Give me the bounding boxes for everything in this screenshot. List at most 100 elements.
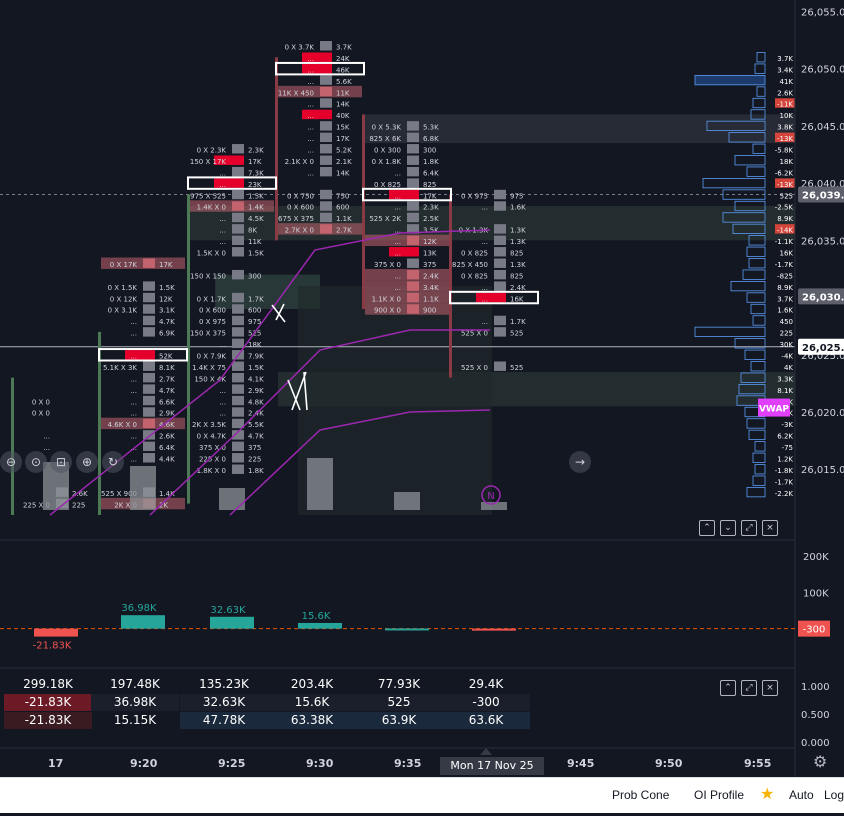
log-scale-button[interactable]: Log	[824, 788, 844, 802]
cell-volume-bar	[143, 407, 155, 417]
star-icon[interactable]: ★	[760, 786, 775, 803]
table-pane-close-button[interactable]: ×	[762, 680, 778, 696]
price-tick-label: 26,040.0	[801, 179, 844, 190]
pane-maximize-button[interactable]: ⤢	[741, 520, 757, 536]
cell-bid-ask: 0 X 17K	[110, 261, 138, 269]
profile-bar	[746, 166, 766, 177]
profile-row: 10K	[750, 109, 793, 120]
profile-row: -1.7K	[748, 258, 793, 269]
table-pane-move-up-button[interactable]: ⌃	[720, 680, 736, 696]
cell-volume: 16K	[510, 295, 524, 303]
price-tick-label: 26,020.0	[801, 408, 844, 419]
cell-bid-ask: 525 X 0	[461, 364, 488, 372]
profile-delta-bg	[775, 178, 795, 188]
profile-bar	[752, 143, 766, 154]
table-pane-maximize-button[interactable]: ⤢	[741, 680, 757, 696]
cell-bid-ask: ...	[219, 387, 226, 395]
profile-row: -2.2K	[746, 486, 793, 498]
table-cell-bg	[442, 712, 530, 729]
zoom-out-icon[interactable]: ⊖	[0, 451, 22, 473]
price-badge-label: 26,030.1	[802, 292, 844, 303]
table-cell: 47.78K	[203, 713, 246, 727]
cell-bid-ask: 975 X 525	[190, 192, 226, 200]
footprint-cell: 4.6K X 0 4.6K	[101, 417, 185, 430]
price-tick-label: 26,045.0	[801, 122, 844, 133]
profile-value: 1.6K	[777, 307, 793, 315]
cell-bid-ask: ...	[43, 444, 50, 452]
table-cell: 197.48K	[110, 677, 161, 691]
zoom-in-icon[interactable]: ⊕	[76, 451, 98, 473]
cell-bid-ask: 1.4K X 75	[192, 364, 226, 372]
price-tick-label: 26,050.0	[801, 65, 844, 76]
profile-row: 8.1K	[738, 383, 793, 395]
profile-value: 16K	[780, 250, 794, 258]
cell-bid-ask: ...	[394, 250, 401, 258]
arrow-right-icon[interactable]: →	[569, 451, 591, 473]
cell-volume-bar	[320, 212, 332, 223]
profile-bar	[722, 212, 766, 223]
time-tick-label: 9:55	[744, 757, 772, 770]
reset-chart-icon[interactable]: ↻	[102, 451, 124, 473]
cell-volume: 225	[248, 456, 261, 464]
pane-move-down-button[interactable]: ⌄	[720, 520, 736, 536]
footprint-cell: ...	[43, 444, 50, 452]
cell-bid-ask: ...	[394, 227, 401, 235]
footprint-cell: 1.1K X 0 1.1K	[365, 291, 449, 304]
cell-bid-ask: ...	[130, 433, 137, 441]
profile-bar	[734, 338, 766, 349]
cell-bid-ask: 0 X 1.7K	[197, 295, 227, 303]
table-cell-bg	[91, 694, 179, 711]
candle-wick	[11, 377, 14, 515]
cell-volume: 8K	[248, 227, 257, 235]
profile-bar	[694, 326, 766, 338]
footprint-cell: ... 2.4K	[365, 268, 449, 281]
cell-bid-ask: ...	[307, 55, 314, 63]
cell-bid-ask: ...	[130, 410, 137, 418]
profile-value: -75	[782, 444, 793, 452]
table-cell-bg	[268, 712, 356, 729]
cell-bid-ask: 375 X 0	[374, 261, 401, 269]
oi-profile-button[interactable]: OI Profile	[694, 788, 745, 802]
profile-row: 30K	[734, 338, 794, 349]
cell-volume-bar	[232, 453, 244, 463]
cell-volume-bar	[407, 304, 419, 314]
cell-volume-bar	[232, 441, 244, 452]
footprint-cell: 525 X 0 525	[461, 327, 523, 338]
profile-value: 3.8K	[777, 124, 793, 132]
cell-volume: 2.7K	[159, 375, 175, 383]
cell-bid-ask: ...	[307, 112, 314, 120]
zoom-reset-icon[interactable]: ⊙	[25, 451, 47, 473]
table-cell: 15.15K	[114, 713, 157, 727]
table-cell: 203.4K	[291, 677, 334, 691]
cell-volume: 11K	[248, 238, 262, 246]
gear-icon[interactable]: ⚙	[813, 752, 828, 771]
prob-cone-button[interactable]: Prob Cone	[612, 788, 670, 802]
footprint-cell: 0 X 3.1K 3.1K	[108, 304, 175, 315]
profile-bar	[734, 155, 766, 166]
table-axis-label: 0.500	[801, 710, 830, 721]
cell-volume-bar	[407, 212, 419, 223]
footprint-cell: 825 X 6K 6.8K	[369, 132, 439, 143]
pane-close-button[interactable]: ×	[762, 520, 778, 536]
cell-bid-ask: ...	[394, 169, 401, 177]
table-cell: 36.98K	[114, 695, 157, 709]
profile-value: 3.7K	[777, 55, 793, 63]
cell-volume: 1.3K	[510, 238, 526, 246]
cell-bid-ask: ...	[394, 272, 401, 280]
pane-move-up-button[interactable]: ⌃	[699, 520, 715, 536]
auto-scale-button[interactable]: Auto	[789, 788, 814, 802]
profile-row: -1.1K	[748, 235, 793, 246]
cell-bid-ask: 0 X 5.3K	[372, 124, 402, 132]
profile-value: 30K	[780, 341, 794, 349]
cell-volume: 4.6K	[159, 421, 175, 429]
cell-volume-bar	[232, 407, 244, 417]
cell-bid-ask: 0 X 600	[287, 204, 314, 212]
cell-bid-ask: ...	[219, 227, 226, 235]
fit-screen-icon[interactable]: ⊡	[50, 451, 72, 473]
footprint-cell: 1.8K X 0 1.8K	[197, 464, 264, 475]
vwap-band-line	[49, 229, 491, 516]
cell-volume: 1.1K	[336, 215, 352, 223]
cell-bid-ask: 0 X 300	[374, 147, 401, 155]
